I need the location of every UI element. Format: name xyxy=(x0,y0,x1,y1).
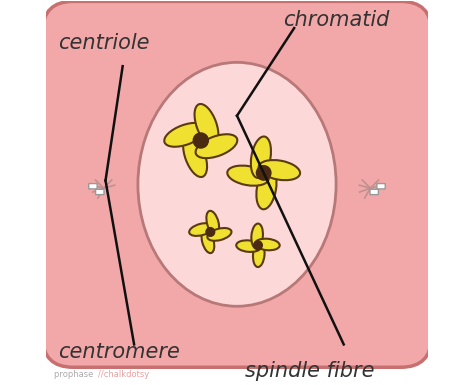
Ellipse shape xyxy=(207,228,231,241)
Ellipse shape xyxy=(251,137,271,178)
Ellipse shape xyxy=(259,160,300,180)
FancyBboxPatch shape xyxy=(43,2,431,367)
Ellipse shape xyxy=(183,135,207,177)
Circle shape xyxy=(193,133,209,148)
FancyBboxPatch shape xyxy=(89,184,97,189)
Ellipse shape xyxy=(206,211,219,235)
FancyBboxPatch shape xyxy=(377,184,385,189)
Ellipse shape xyxy=(253,242,264,267)
Ellipse shape xyxy=(255,239,280,250)
Text: prophase: prophase xyxy=(54,370,96,379)
Ellipse shape xyxy=(138,62,336,306)
Text: chromatid: chromatid xyxy=(283,10,389,30)
Ellipse shape xyxy=(256,168,276,209)
Text: spindle fibre: spindle fibre xyxy=(245,361,374,381)
Ellipse shape xyxy=(194,104,219,146)
Ellipse shape xyxy=(196,134,237,158)
Circle shape xyxy=(206,228,215,236)
Ellipse shape xyxy=(164,123,206,147)
Text: centriole: centriole xyxy=(58,33,149,53)
FancyBboxPatch shape xyxy=(370,189,378,194)
Text: centromere: centromere xyxy=(58,342,180,362)
Ellipse shape xyxy=(236,240,261,252)
Circle shape xyxy=(254,241,262,249)
Text: //chalkdotsy: //chalkdotsy xyxy=(98,370,149,379)
Circle shape xyxy=(256,166,271,180)
FancyBboxPatch shape xyxy=(96,189,104,194)
Ellipse shape xyxy=(227,166,269,186)
Ellipse shape xyxy=(201,229,214,253)
Ellipse shape xyxy=(251,224,263,248)
Ellipse shape xyxy=(189,223,213,236)
